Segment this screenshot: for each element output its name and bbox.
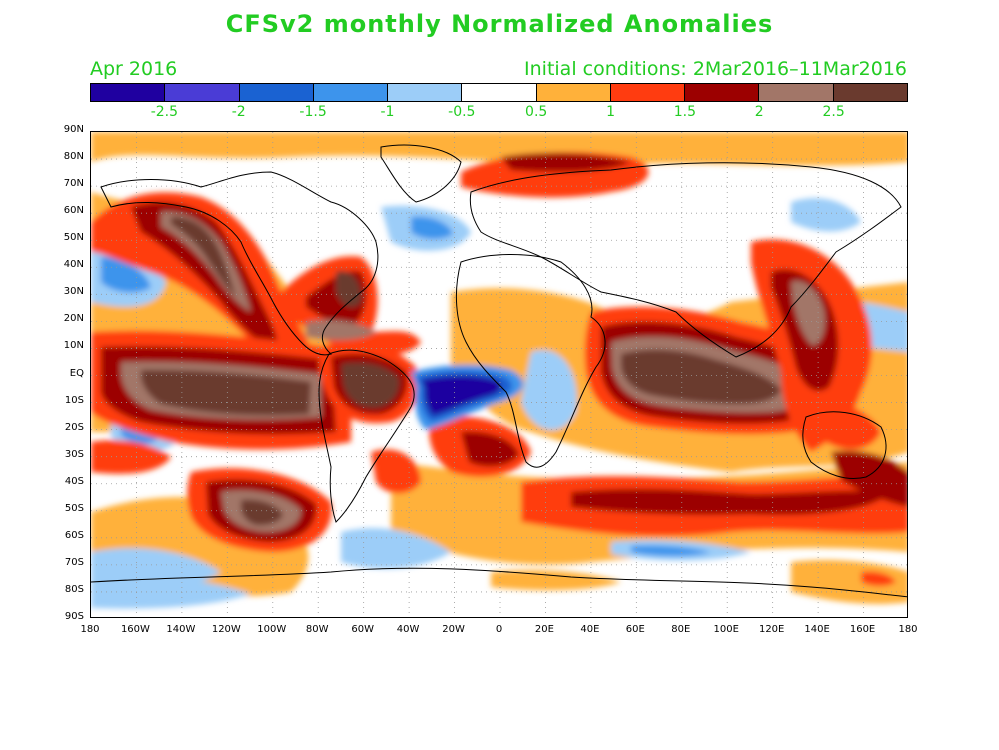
longitude-tick-label: 120E bbox=[758, 624, 785, 635]
chart-title: CFSv2 monthly Normalized Anomalies bbox=[225, 10, 774, 38]
longitude-tick-label: 100E bbox=[713, 624, 739, 635]
latitude-tick-label: 50S bbox=[64, 502, 84, 514]
latitude-tick-label: 30S bbox=[64, 448, 84, 460]
colorbar-tick-label: -1.5 bbox=[299, 104, 327, 120]
initial-conditions-label: Initial conditions: 2Mar2016–11Mar2016 bbox=[524, 58, 907, 80]
colorbar-swatch bbox=[388, 84, 463, 101]
latitude-tick-label: 80S bbox=[64, 583, 84, 595]
latitude-tick-label: EQ bbox=[69, 367, 84, 379]
latitude-tick-label: 10S bbox=[64, 394, 84, 406]
coastlines bbox=[91, 144, 907, 598]
colorbar-tick-label: -2.5 bbox=[150, 104, 179, 120]
longitude-tick-label: 100W bbox=[257, 624, 287, 635]
colorbar-tick-label: 2.5 bbox=[822, 104, 845, 120]
longitude-tick-label: 180 bbox=[898, 624, 918, 635]
latitude-tick-label: 90S bbox=[64, 611, 84, 622]
latitude-tick-label: 20S bbox=[64, 421, 84, 433]
latitude-tick-label: 90N bbox=[63, 124, 84, 135]
colorbar-tick-label: 1 bbox=[606, 104, 615, 120]
graticule bbox=[91, 132, 907, 617]
latitude-tick-label: 70N bbox=[63, 178, 84, 190]
anomaly-map bbox=[90, 131, 908, 618]
colorbar-tick-label: -1 bbox=[380, 104, 395, 120]
longitude-tick-label: 80E bbox=[671, 624, 691, 635]
longitude-tick-label: 120W bbox=[211, 624, 241, 635]
colorbar-swatch bbox=[759, 84, 834, 101]
colorbar-swatch bbox=[610, 84, 686, 101]
colorbar bbox=[90, 83, 908, 102]
colorbar-swatch bbox=[536, 84, 611, 101]
colorbar-swatch bbox=[165, 84, 240, 101]
anomaly-map-svg bbox=[91, 132, 907, 617]
longitude-tick-label: 60W bbox=[351, 624, 374, 635]
latitude-tick-label: 10N bbox=[63, 340, 84, 352]
longitude-tick-label: 20W bbox=[442, 624, 465, 635]
colorbar-tick-label: -2 bbox=[231, 104, 246, 120]
colorbar-swatch bbox=[91, 84, 166, 101]
longitude-tick-label: 40E bbox=[580, 624, 600, 635]
longitude-tick-label: 20E bbox=[534, 624, 554, 635]
longitude-tick-label: 180 bbox=[80, 624, 100, 635]
colorbar-tick-label: 2 bbox=[754, 104, 764, 120]
latitude-tick-label: 50N bbox=[63, 232, 84, 244]
longitude-tick-label: 140W bbox=[166, 624, 196, 635]
colorbar-tick-label: -0.5 bbox=[448, 104, 476, 120]
longitude-tick-label: 140E bbox=[804, 624, 830, 635]
colorbar-swatch bbox=[239, 84, 314, 101]
latitude-tick-label: 60S bbox=[64, 529, 84, 541]
colorbar-swatch bbox=[833, 84, 907, 101]
latitude-tick-label: 40S bbox=[64, 475, 84, 487]
colorbar-tick-label: 0.5 bbox=[525, 104, 548, 120]
forecast-month-label: Apr 2016 bbox=[90, 58, 178, 80]
longitude-tick-label: 80W bbox=[305, 624, 329, 635]
longitude-tick-label: 160E bbox=[849, 624, 876, 635]
latitude-tick-label: 70S bbox=[64, 556, 84, 568]
latitude-tick-label: 80N bbox=[63, 151, 84, 163]
colorbar-swatch bbox=[685, 84, 760, 101]
longitude-tick-label: 160W bbox=[120, 624, 150, 635]
colorbar-tick-label: 1.5 bbox=[673, 104, 697, 120]
longitude-tick-label: 40W bbox=[396, 624, 420, 635]
longitude-tick-label: 60E bbox=[625, 624, 645, 635]
colorbar-swatch bbox=[313, 84, 389, 101]
longitude-tick-label: 0 bbox=[495, 624, 503, 635]
colorbar-swatch bbox=[462, 84, 537, 101]
latitude-tick-label: 20N bbox=[63, 313, 84, 325]
latitude-tick-label: 30N bbox=[63, 286, 84, 298]
latitude-tick-label: 40N bbox=[63, 259, 84, 271]
latitude-tick-label: 60N bbox=[63, 205, 84, 217]
